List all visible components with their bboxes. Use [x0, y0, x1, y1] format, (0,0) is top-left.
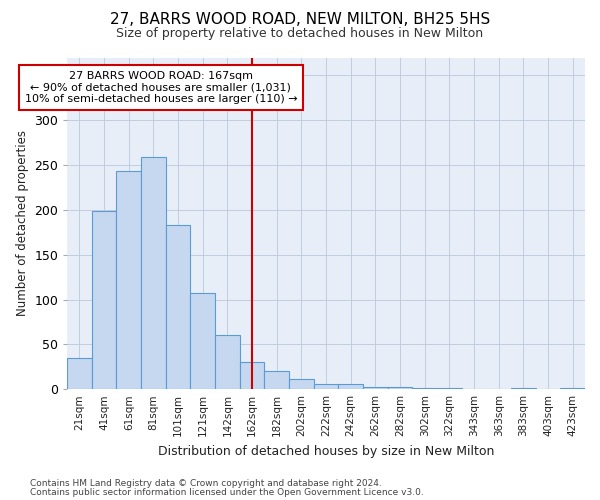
Bar — [338, 384, 363, 389]
Bar — [314, 384, 338, 389]
Bar — [412, 388, 437, 389]
Text: 27, BARRS WOOD ROAD, NEW MILTON, BH25 5HS: 27, BARRS WOOD ROAD, NEW MILTON, BH25 5H… — [110, 12, 490, 28]
Bar — [388, 388, 412, 389]
X-axis label: Distribution of detached houses by size in New Milton: Distribution of detached houses by size … — [158, 444, 494, 458]
Bar — [265, 372, 289, 389]
Text: Contains HM Land Registry data © Crown copyright and database right 2024.: Contains HM Land Registry data © Crown c… — [30, 479, 382, 488]
Text: 27 BARRS WOOD ROAD: 167sqm
← 90% of detached houses are smaller (1,031)
10% of s: 27 BARRS WOOD ROAD: 167sqm ← 90% of deta… — [25, 71, 297, 104]
Bar — [560, 388, 585, 389]
Bar — [215, 336, 240, 389]
Bar — [116, 172, 141, 389]
Bar — [141, 157, 166, 389]
Bar — [363, 388, 388, 389]
Bar — [289, 380, 314, 389]
Text: Size of property relative to detached houses in New Milton: Size of property relative to detached ho… — [116, 28, 484, 40]
Bar — [92, 211, 116, 389]
Bar — [240, 362, 265, 389]
Bar — [190, 294, 215, 389]
Bar — [166, 225, 190, 389]
Text: Contains public sector information licensed under the Open Government Licence v3: Contains public sector information licen… — [30, 488, 424, 497]
Bar — [511, 388, 536, 389]
Bar — [67, 358, 92, 389]
Y-axis label: Number of detached properties: Number of detached properties — [16, 130, 29, 316]
Bar — [437, 388, 462, 389]
